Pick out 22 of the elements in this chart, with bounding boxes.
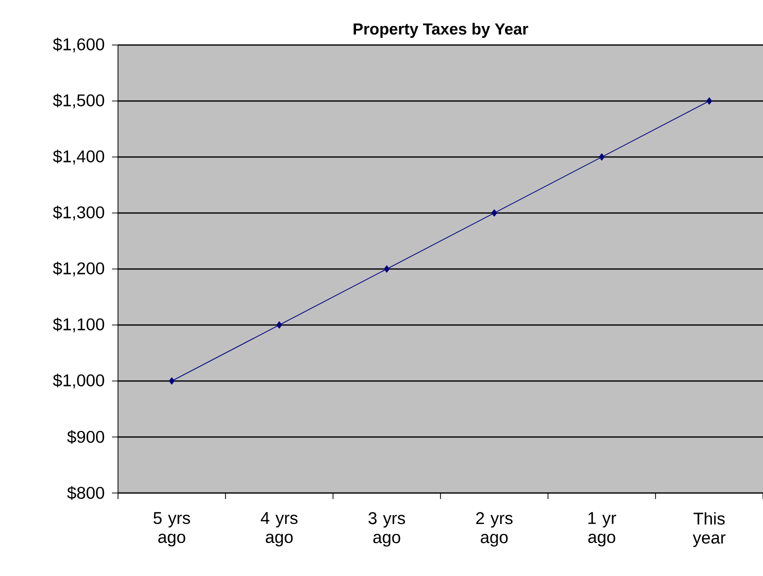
x-tick-label: 4 yrs ago — [260, 512, 298, 546]
y-tick-label: $1,000 — [53, 374, 104, 388]
y-tick-label: $1,400 — [53, 150, 104, 164]
point — [276, 321, 282, 329]
y-tick-label: $1,200 — [53, 262, 104, 276]
y-tick-label: $800 — [67, 486, 104, 500]
point — [598, 153, 605, 161]
point — [491, 209, 498, 217]
y-tick-label: $1,600 — [53, 38, 104, 52]
point — [706, 97, 712, 105]
x-tick-label: This year — [692, 512, 726, 548]
x-tick-label: 5 yrs ago — [154, 512, 190, 546]
x-tick-label: 3 yrs ago — [368, 512, 406, 547]
point — [168, 377, 175, 385]
x-tick-label: 1 yr ago — [588, 512, 616, 546]
y-tick-label: $1,100 — [53, 318, 104, 332]
x-tick-label: 2 yrs ago — [476, 512, 513, 547]
y-tick-label: $1,300 — [53, 206, 104, 220]
point — [384, 265, 390, 273]
chart-title: Property Taxes by Year — [354, 22, 528, 38]
y-tick-label: $900 — [67, 430, 104, 444]
y-tick-label: $1,500 — [53, 94, 104, 108]
